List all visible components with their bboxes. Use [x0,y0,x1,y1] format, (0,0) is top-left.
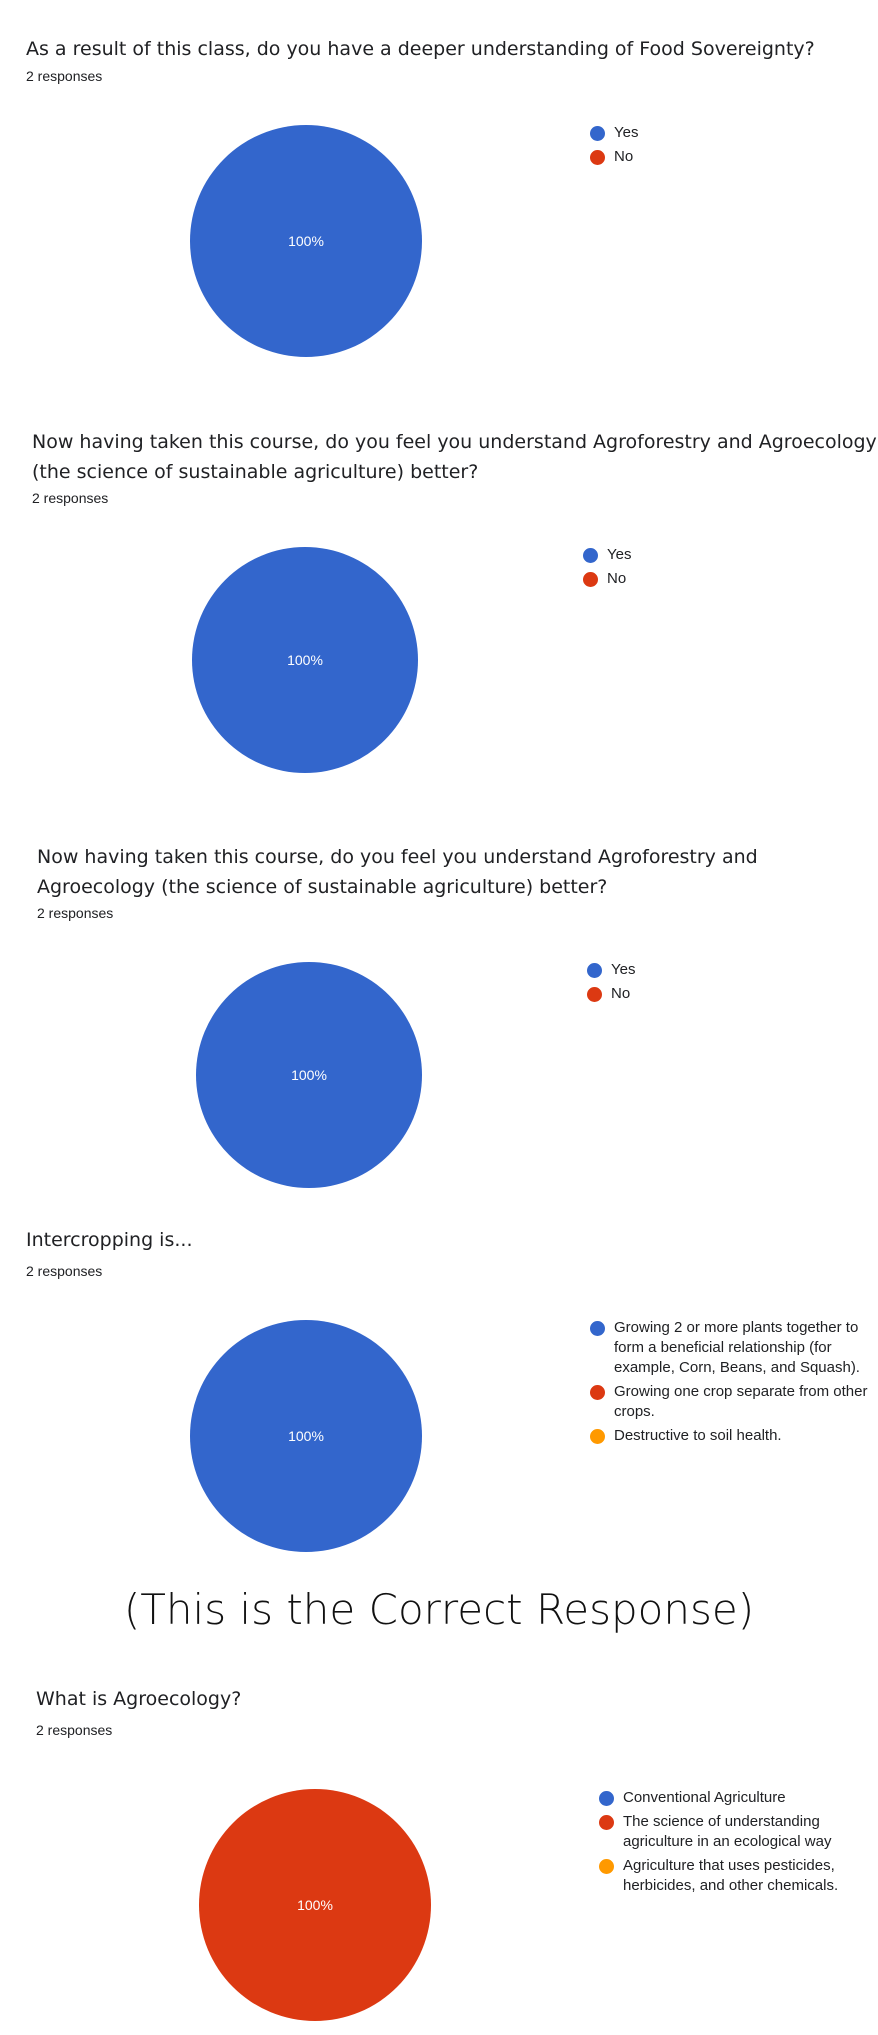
legend-swatch-icon [583,572,598,587]
pie-slice[interactable] [190,125,422,357]
response-count: 2 responses [32,490,109,506]
legend-swatch-icon [587,963,602,978]
legend-label: Growing 2 or more plants together to for… [614,1319,860,1376]
legend-label: No [611,985,631,1002]
question-title: What is Agroecology? [36,1688,242,1710]
legend-item[interactable]: No [587,984,867,1004]
response-count: 2 responses [37,905,114,921]
legend-label: Yes [611,961,636,978]
pie-slice[interactable] [196,962,422,1188]
pie-slice[interactable] [199,1789,431,2021]
legend-label: No [607,570,627,587]
pie-chart: 100% [190,125,422,357]
legend-label: The science of understanding agriculture… [623,1813,832,1850]
legend-label: Yes [607,546,632,563]
legend-swatch-icon [583,548,598,563]
slice-data-label: 100% [291,1067,327,1083]
legend-item[interactable]: Destructive to soil health. [590,1426,878,1446]
response-count: 2 responses [26,68,103,84]
question-title: As a result of this class, do you have a… [26,38,815,60]
legend-item[interactable]: Conventional Agriculture [599,1788,869,1808]
legend-swatch-icon [587,987,602,1002]
legend-label: Growing one crop separate from other cro… [614,1383,868,1420]
slice-data-label: 100% [288,1428,324,1444]
legend-label: Agriculture that uses pesticides, herbic… [623,1857,839,1894]
legend-swatch-icon [599,1815,614,1830]
legend-item[interactable]: Yes [587,960,867,980]
pie-slice[interactable] [192,547,418,773]
legend-label: Conventional Agriculture [623,1789,786,1806]
question-title: Intercropping is... [26,1229,193,1251]
legend-item[interactable]: Growing 2 or more plants together to for… [590,1318,878,1378]
chart-legend: Growing 2 or more plants together to for… [590,1318,878,1450]
pie-chart: 100% [199,1789,431,2021]
pie-slice[interactable] [190,1320,422,1552]
slice-data-label: 100% [287,652,323,668]
legend-item[interactable]: Yes [590,123,870,143]
legend-swatch-icon [590,1321,605,1336]
response-count: 2 responses [36,1722,113,1738]
legend-item[interactable]: Agriculture that uses pesticides, herbic… [599,1856,869,1896]
pie-chart: 100% [192,547,418,773]
question-card-5: What is Agroecology? 2 responses 100% Co… [0,1680,878,2035]
legend-swatch-icon [590,150,605,165]
question-title: Now having taken this course, do you fee… [32,431,877,483]
legend-item[interactable]: Yes [583,545,863,565]
legend-label: Destructive to soil health. [614,1427,782,1444]
response-count: 2 responses [26,1263,103,1279]
question-card-2: Now having taken this course, do you fee… [0,395,878,805]
chart-legend: Yes No [590,123,870,171]
legend-label: Yes [614,124,639,141]
slice-data-label: 100% [297,1897,333,1913]
question-card-3: Now having taken this course, do you fee… [0,810,878,1220]
legend-swatch-icon [590,126,605,141]
correct-response-note: (This is the Correct Response) [123,1585,755,1634]
question-card-1: As a result of this class, do you have a… [0,0,878,390]
legend-label: No [614,148,634,165]
pie-chart: 100% [190,1320,422,1552]
legend-swatch-icon [599,1791,614,1806]
legend-swatch-icon [599,1859,614,1874]
question-title: Now having taken this course, do you fee… [37,846,758,898]
legend-swatch-icon [590,1385,605,1400]
question-card-4: Intercropping is... 2 responses 100% Gro… [0,1222,878,1582]
legend-item[interactable]: No [590,147,870,167]
slice-data-label: 100% [288,233,324,249]
legend-item[interactable]: The science of understanding agriculture… [599,1812,869,1852]
chart-legend: Yes No [587,960,867,1008]
chart-legend: Yes No [583,545,863,593]
legend-item[interactable]: Growing one crop separate from other cro… [590,1382,878,1422]
chart-legend: Conventional Agriculture The science of u… [599,1788,869,1900]
legend-item[interactable]: No [583,569,863,589]
legend-swatch-icon [590,1429,605,1444]
pie-chart: 100% [196,962,422,1188]
